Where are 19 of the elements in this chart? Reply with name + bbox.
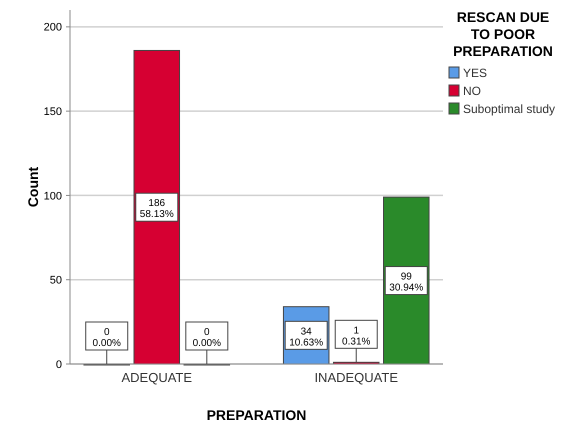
data-label: 34 10.63% (289, 326, 324, 348)
legend-label: YES (463, 66, 488, 80)
y-tick-label: 150 (44, 106, 62, 118)
legend-label: Suboptimal study (463, 102, 556, 116)
legend-title: RESCAN DUE TO POOR PREPARATION (453, 9, 553, 59)
x-tick-label: ADEQUATE (121, 370, 192, 385)
x-tick-label: INADEQUATE (314, 370, 398, 385)
data-label: 0 0.00% (192, 327, 222, 349)
y-axis-title: Count (25, 166, 41, 208)
y-tick-label: 100 (44, 190, 62, 202)
data-label: 186 58.13% (140, 198, 174, 220)
data-label: 99 30.94% (389, 272, 424, 294)
data-label: 1 0.31% (342, 325, 371, 348)
y-tick-label: 50 (50, 274, 62, 287)
data-label: 0 0.00% (92, 327, 122, 349)
x-axis-title: PREPARATION (206, 407, 306, 423)
legend-label: NO (463, 84, 481, 98)
y-tick-label: 0 (56, 358, 62, 371)
y-tick-label: 200 (44, 22, 62, 34)
